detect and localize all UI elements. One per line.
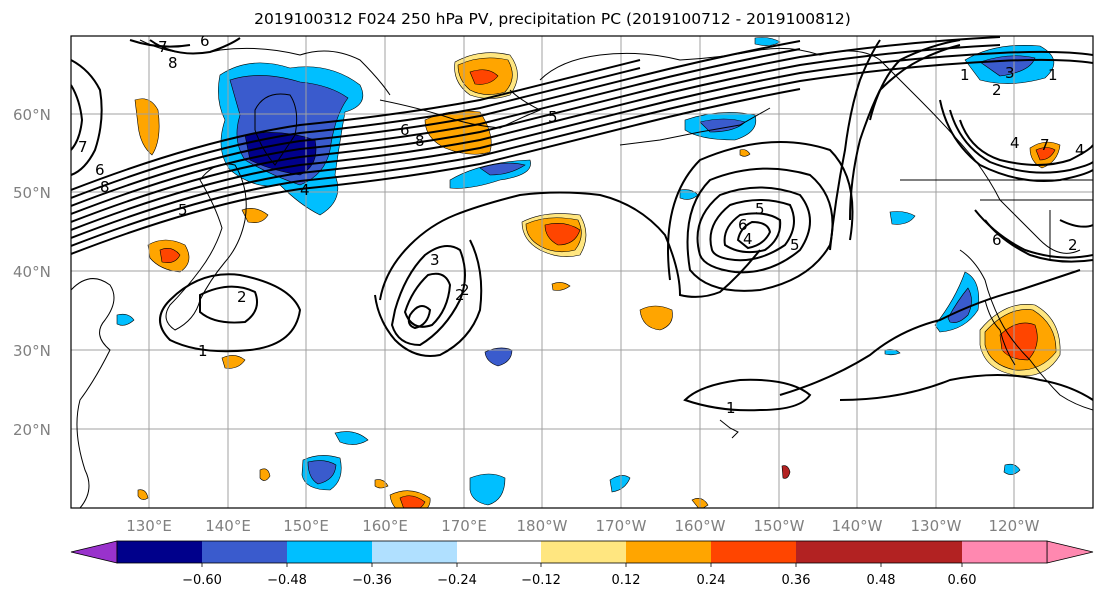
colorbar-tick-label: −0.60 — [182, 573, 222, 588]
contour-label: 7 — [78, 138, 88, 156]
contour-label: 1 — [198, 342, 208, 360]
lon-label: 170°E — [441, 517, 487, 535]
contour-label: 6 — [400, 121, 410, 139]
lon-label: 150°W — [754, 517, 805, 535]
contour-label: 2 — [237, 288, 247, 306]
contour-label: 6 — [738, 216, 748, 234]
colorbar-swatch — [287, 541, 372, 563]
contour-label: 3 — [1005, 64, 1015, 82]
contour-label: 2 — [455, 286, 465, 304]
colorbar-swatch — [117, 541, 202, 563]
contour-label: 5 — [790, 236, 800, 254]
colorbar-tick-label: 0.24 — [697, 573, 726, 588]
lat-label: 60°N — [13, 106, 51, 124]
colorbar-tick-label: −0.48 — [267, 573, 307, 588]
colorbar-swatch — [372, 541, 457, 563]
colorbar-swatch — [541, 541, 626, 563]
contour-label: 7 — [1040, 136, 1050, 154]
contour-label: 1 — [960, 66, 970, 84]
contour-label: 2 — [1068, 236, 1078, 254]
contour-label: 5 — [178, 201, 188, 219]
contour-label: 6 — [95, 161, 105, 179]
colorbar-swatch — [881, 541, 962, 563]
lon-label: 150°E — [283, 517, 329, 535]
colorbar-tick-label: −0.24 — [437, 573, 477, 588]
lon-label: 160°W — [675, 517, 726, 535]
contour-label: 4 — [743, 230, 753, 248]
map-frame — [70, 35, 1094, 509]
contour-label: 5 — [755, 200, 765, 218]
colorbar-left-extension — [70, 540, 118, 564]
colorbar-swatch — [796, 541, 881, 563]
lon-label: 130°W — [911, 517, 962, 535]
colorbar-right-extension — [1046, 540, 1094, 564]
colorbar-tick-label: 0.36 — [782, 573, 811, 588]
lat-label: 50°N — [13, 184, 51, 202]
contour-label: 1 — [726, 399, 736, 417]
contour-label: 2 — [460, 281, 470, 299]
contour-label: 6 — [992, 231, 1002, 249]
longitude-labels: 130°E 140°E 150°E 160°E 170°E 180°W 170°… — [126, 517, 1039, 535]
colorbar-tick-label: 0.12 — [612, 573, 641, 588]
contour-label: 2 — [992, 81, 1002, 99]
contour-label: 8 — [100, 178, 110, 196]
contour-label: 4 — [1075, 141, 1085, 159]
contour-labels: 6 7 8 8 7 6 5 4 5 6 8 2 5 6 5 4 3 2 1 2 … — [78, 32, 1085, 417]
lon-label: 170°W — [596, 517, 647, 535]
colorbar-frame — [116, 540, 1048, 564]
colorbar-tick-label: 0.60 — [948, 573, 977, 588]
colorbar-tick-label: −0.36 — [352, 573, 392, 588]
pv-contours — [71, 36, 1093, 412]
colorbar-swatch — [711, 541, 796, 563]
contour-label: 6 — [200, 32, 210, 50]
lon-label: 180°W — [517, 517, 568, 535]
contour-label: 8 — [415, 132, 425, 150]
latitude-labels: 60°N 50°N 40°N 30°N 20°N — [13, 106, 51, 439]
colorbar-swatch — [202, 541, 287, 563]
lon-label: 130°E — [126, 517, 172, 535]
colorbar-swatch — [626, 541, 711, 563]
contour-label: 4 — [1010, 134, 1020, 152]
contour-label: 4 — [300, 181, 310, 199]
lat-label: 20°N — [13, 421, 51, 439]
lat-label: 30°N — [13, 342, 51, 360]
colorbar-swatch — [457, 541, 541, 563]
map-title: 2019100312 F024 250 hPa PV, precipitatio… — [254, 10, 851, 28]
contour-label: 7 — [158, 38, 168, 56]
lat-label: 40°N — [13, 263, 51, 281]
lon-label: 140°W — [832, 517, 883, 535]
contour-label: 3 — [430, 251, 440, 269]
contour-label: 5 — [548, 108, 558, 126]
contour-label: 1 — [1048, 66, 1058, 84]
contour-label: 8 — [168, 54, 178, 72]
colorbar-swatch — [962, 541, 1047, 563]
colorbar-tick-label: 0.48 — [867, 573, 896, 588]
colorbar: −0.60 −0.48 −0.36 −0.24 −0.12 0.12 0.24 … — [70, 540, 1094, 588]
lon-label: 140°E — [205, 517, 251, 535]
colorbar-tick-label: −0.12 — [521, 573, 561, 588]
lon-label: 160°E — [362, 517, 408, 535]
lon-label: 120°W — [989, 517, 1040, 535]
